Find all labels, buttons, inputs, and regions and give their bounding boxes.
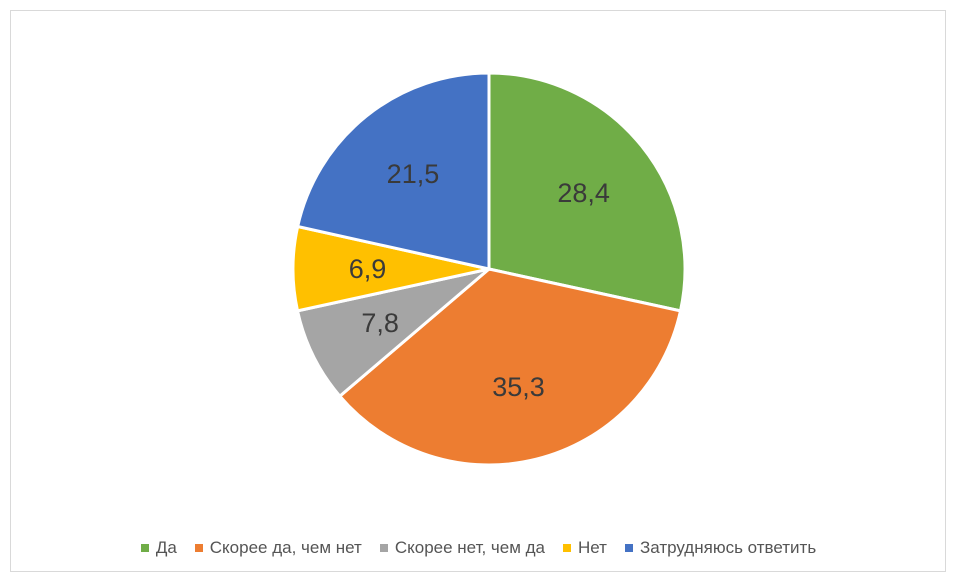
legend-item: Скорее да, чем нет — [194, 538, 362, 558]
legend-swatch — [140, 544, 149, 552]
pie-slice — [337, 267, 683, 467]
legend-label: Скорее нет, чем да — [394, 538, 546, 557]
legend-swatch — [194, 544, 203, 552]
legend-item: Нет — [563, 538, 607, 558]
legend-swatch — [624, 544, 633, 552]
legend-item: Затрудняюсь ответить — [624, 538, 817, 558]
legend-swatch — [379, 544, 388, 552]
legend-swatch — [563, 544, 572, 552]
legend-label: Скорее да, чем нет — [209, 538, 362, 557]
pie-slice — [295, 71, 491, 271]
legend-item: Да — [140, 538, 177, 558]
data-label: 21,5 — [387, 159, 440, 189]
legend-label: Затрудняюсь ответить — [639, 538, 817, 557]
data-label: 6,9 — [349, 254, 387, 284]
legend-label: Нет — [578, 538, 607, 557]
data-label: 35,3 — [492, 372, 545, 402]
data-label: 7,8 — [361, 308, 399, 338]
pie-slice — [487, 71, 687, 313]
data-label: 28,4 — [557, 178, 610, 208]
legend: Да Скорее да, чем нет Скорее нет, чем да… — [0, 538, 957, 558]
legend-label: Да — [155, 538, 177, 557]
legend-item: Скорее нет, чем да — [379, 538, 546, 558]
